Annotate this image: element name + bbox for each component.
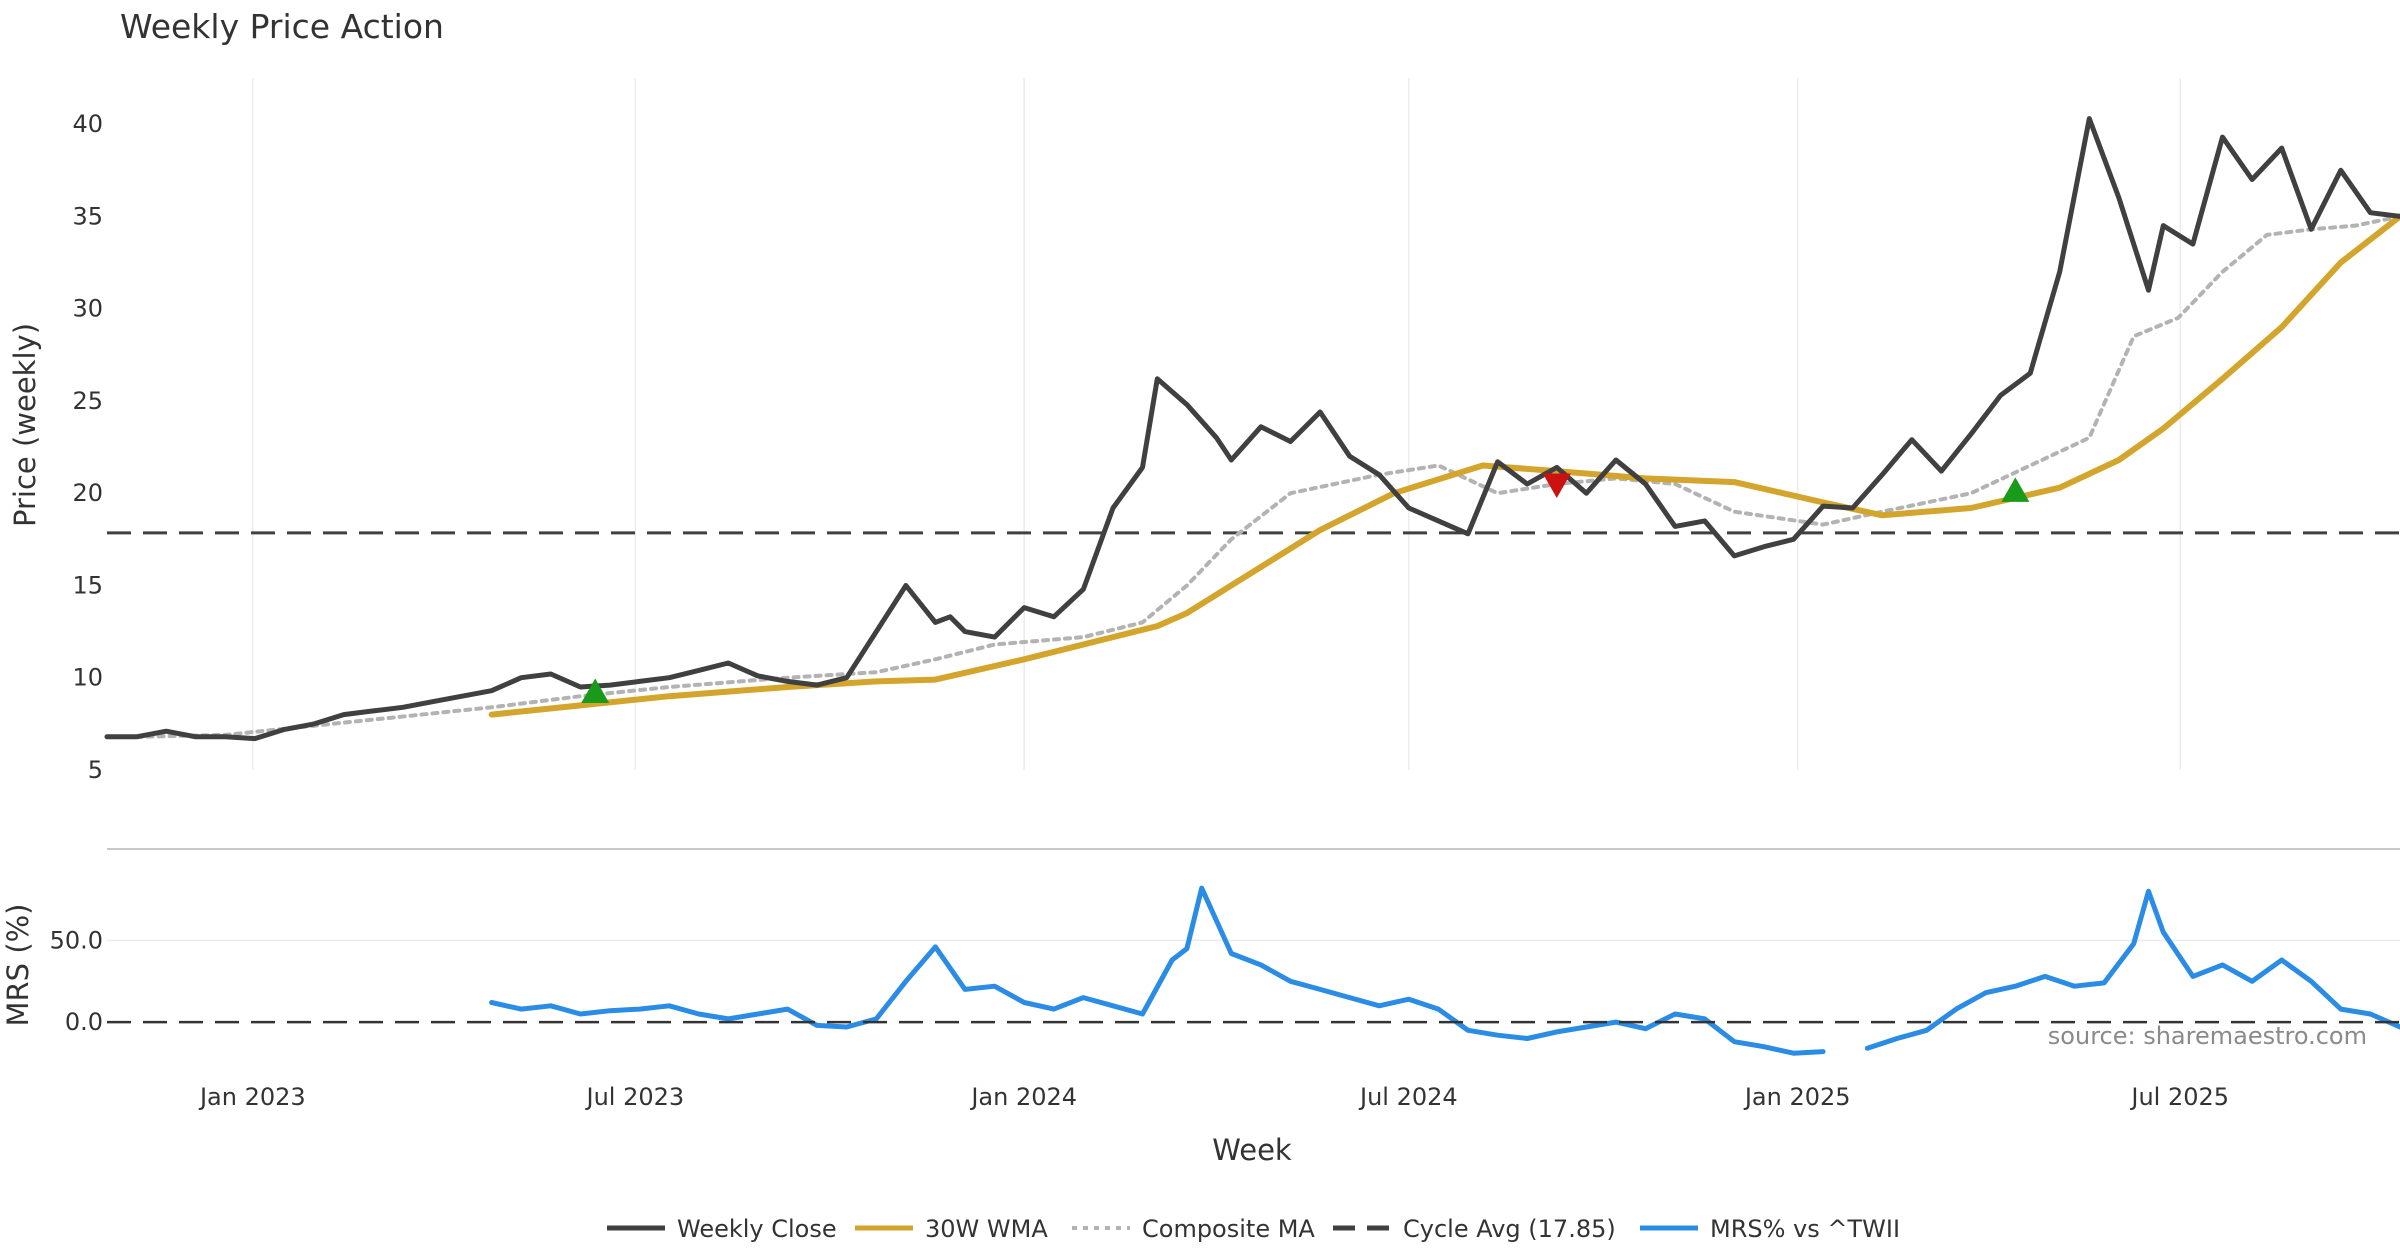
legend-entry: Composite MA	[1072, 1215, 1315, 1243]
price-y-tick-label: 30	[72, 295, 103, 323]
buy-signal-marker	[581, 678, 610, 703]
mrs-series	[107, 885, 2400, 1056]
legend-entry: Cycle Avg (17.85)	[1333, 1215, 1616, 1243]
x-axis-label: Week	[1212, 1133, 1292, 1167]
source-watermark: source: sharemaestro.com	[2048, 1022, 2367, 1050]
x-tick-label: Jul 2023	[585, 1083, 685, 1111]
price-y-axis-label: Price (weekly)	[8, 323, 42, 527]
x-tick-label: Jan 2023	[198, 1083, 306, 1111]
series-weekly-close	[104, 116, 2400, 742]
mrs-y-tick-label: 50.0	[50, 926, 103, 954]
mrs-y-tick-label: 0.0	[65, 1008, 103, 1036]
series-30w-wma	[488, 213, 2400, 718]
x-tick-label: Jul 2025	[2129, 1083, 2229, 1111]
legend-label: Weekly Close	[677, 1215, 837, 1243]
price-y-tick-label: 10	[72, 664, 103, 692]
x-tick-label: Jan 2024	[969, 1083, 1077, 1111]
price-y-ticks: 5 10 15 20 25 30 35 40	[72, 110, 103, 784]
legend-label: Composite MA	[1142, 1215, 1315, 1243]
price-grid	[252, 78, 2181, 770]
mrs-y-axis-label: MRS (%)	[1, 904, 35, 1027]
sell-signal-marker	[1542, 473, 1571, 498]
series-mrs-0	[489, 885, 1826, 1056]
legend-entry: Weekly Close	[607, 1215, 837, 1243]
x-tick-label: Jul 2024	[1358, 1083, 1458, 1111]
mrs-y-ticks: 0.0 50.0	[50, 926, 103, 1036]
x-ticks: Jan 2023 Jul 2023 Jan 2024 Jul 2024 Jan 2025…	[198, 1083, 2229, 1111]
buy-signal-marker	[2001, 477, 2030, 502]
legend-entry: 30W WMA	[855, 1215, 1048, 1243]
price-series	[104, 116, 2400, 742]
chart-title: Weekly Price Action	[120, 7, 444, 46]
series-mrs-1	[1864, 888, 2400, 1051]
price-y-tick-label: 40	[72, 110, 103, 138]
legend-label: 30W WMA	[925, 1215, 1048, 1243]
price-y-tick-label: 20	[72, 479, 103, 507]
series-composite-ma	[134, 214, 2400, 739]
price-y-tick-label: 25	[72, 387, 103, 415]
legend-entry: MRS% vs ^TWII	[1640, 1215, 1900, 1243]
legend-label: MRS% vs ^TWII	[1710, 1215, 1900, 1243]
price-y-tick-label: 15	[72, 571, 103, 599]
price-y-tick-label: 5	[88, 756, 103, 784]
signal-markers	[581, 473, 2030, 703]
legend: Weekly Close 30W WMA Composite MA Cycle Avg…	[607, 1215, 1900, 1243]
price-y-tick-label: 35	[72, 202, 103, 230]
legend-label: Cycle Avg (17.85)	[1403, 1215, 1616, 1243]
x-tick-label: Jan 2025	[1743, 1083, 1851, 1111]
